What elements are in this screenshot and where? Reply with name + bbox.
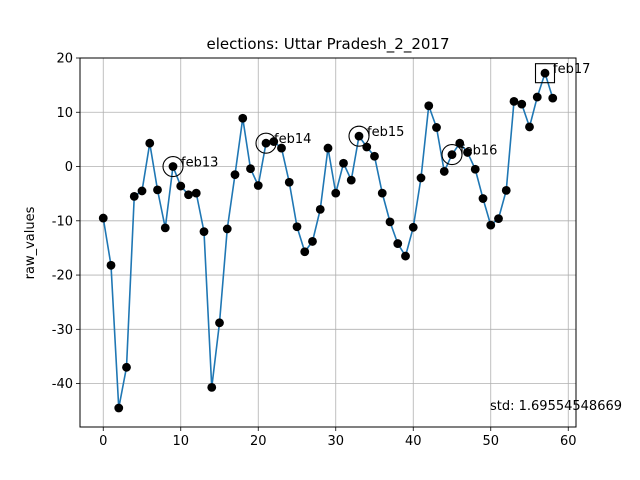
annotation-label: feb17 (553, 62, 590, 77)
data-point (408, 222, 418, 232)
data-point (160, 223, 170, 233)
annotation-circle-marker (255, 132, 277, 154)
data-point (238, 113, 248, 123)
annotation-label: feb14 (274, 132, 311, 147)
data-point (207, 382, 217, 392)
data-point (246, 164, 255, 174)
data-point (292, 222, 302, 232)
annotation-label: feb16 (460, 144, 497, 159)
annotation-circle-marker (348, 125, 370, 147)
data-point (532, 92, 542, 102)
data-points (98, 68, 558, 413)
data-point (323, 143, 333, 153)
annotation-circle-marker (441, 144, 463, 166)
data-point (432, 123, 441, 132)
axis-ticks: 0 10 20 30 40 50 60 -40 -30 -20 -10 0 10 20 (52, 52, 577, 450)
annotation-label: feb15 (367, 125, 404, 140)
data-point (416, 173, 426, 183)
data-point (199, 227, 209, 237)
data-point (277, 143, 286, 153)
x-tick-label: 40 (405, 434, 422, 449)
annotation-square-marker (534, 63, 556, 84)
data-point (184, 190, 193, 200)
data-point (145, 138, 155, 148)
data-point (261, 138, 271, 148)
data-point (153, 185, 162, 195)
data-point (517, 99, 527, 109)
data-point (253, 181, 263, 190)
annotation-circle-marker (162, 155, 184, 178)
data-point (284, 177, 294, 187)
data-point (114, 403, 124, 413)
data-point (315, 204, 325, 214)
data-point (215, 318, 224, 328)
data-point (377, 188, 387, 198)
data-point (362, 142, 372, 152)
data-point (339, 158, 348, 168)
x-tick-label: 20 (250, 434, 267, 449)
data-point (439, 167, 449, 176)
y-tick-label: 20 (56, 52, 73, 67)
data-point (122, 362, 131, 372)
plot-frame (79, 57, 577, 428)
data-point (463, 148, 472, 157)
x-tick-label: 10 (172, 434, 189, 449)
data-point (98, 213, 108, 223)
data-point (191, 188, 201, 198)
data-point (501, 186, 511, 195)
data-point (455, 138, 465, 148)
x-tick-label: 60 (560, 434, 577, 449)
data-point (129, 191, 139, 201)
y-tick-label: -20 (52, 269, 73, 284)
y-tick-label: -30 (52, 323, 73, 338)
data-point (346, 175, 356, 185)
y-tick-label: 0 (65, 160, 73, 175)
annotation-label: feb13 (181, 156, 218, 171)
y-tick-label: -10 (52, 214, 73, 229)
y-tick-label: 10 (56, 106, 73, 121)
data-point (494, 214, 503, 224)
x-tick-label: 0 (99, 434, 107, 449)
data-point (393, 239, 403, 248)
annotations: feb13 feb14 feb15 feb16 feb17 (162, 62, 590, 178)
data-point (300, 247, 310, 257)
data-point (176, 181, 186, 191)
chart-title: elections: Uttar Pradesh_2_2017 (206, 35, 449, 54)
data-point (486, 220, 496, 230)
data-point (447, 150, 457, 159)
data-point (137, 186, 147, 196)
data-point (222, 224, 232, 234)
data-point (106, 260, 116, 270)
data-point (331, 188, 341, 198)
x-tick-label: 30 (327, 434, 344, 449)
data-point (168, 162, 178, 171)
data-point (230, 170, 240, 180)
x-tick-label: 50 (482, 434, 499, 449)
data-point (525, 122, 534, 132)
data-point (424, 101, 434, 111)
data-point (354, 131, 364, 141)
data-point (385, 217, 395, 227)
y-tick-label: -40 (52, 377, 73, 392)
data-point (548, 93, 558, 103)
y-axis-label: raw_values (23, 206, 38, 279)
data-point (370, 151, 379, 161)
std-annotation: std: 1.69554548669 (490, 399, 622, 414)
data-point (509, 97, 519, 106)
data-point (308, 237, 317, 246)
data-point (478, 194, 488, 203)
data-point (401, 251, 410, 261)
data-point (540, 68, 550, 78)
data-point (470, 164, 480, 174)
